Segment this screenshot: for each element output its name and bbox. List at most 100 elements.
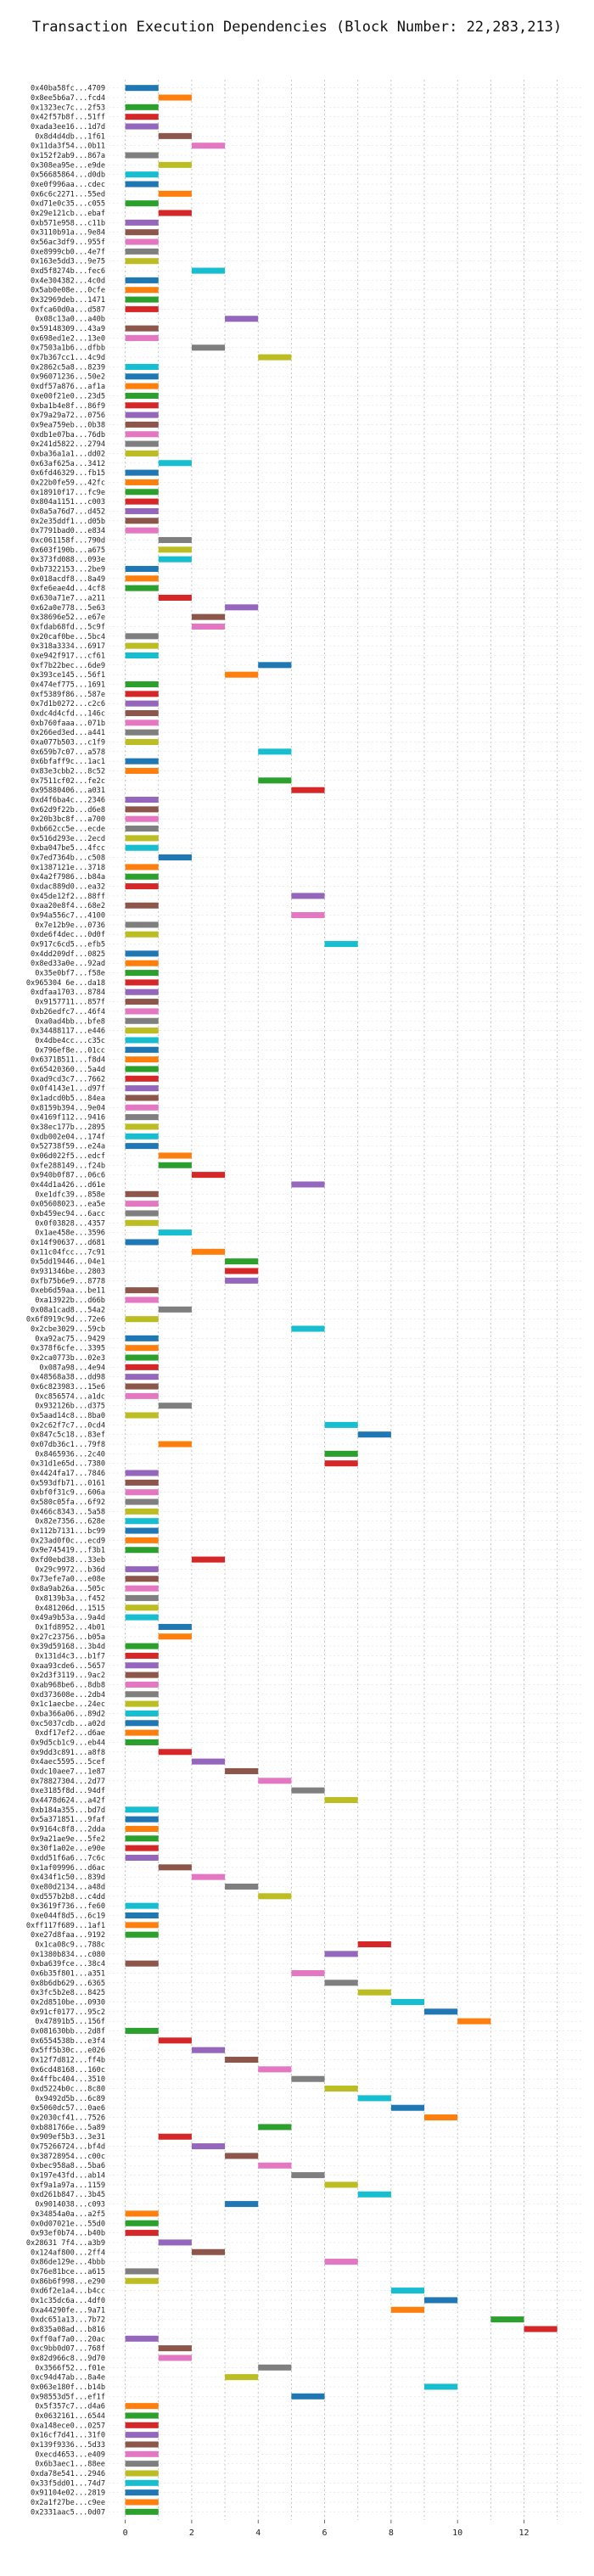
y-tick-label: 0xdfaa1703...8784	[31, 988, 105, 997]
y-tick-label: 0x474ef775...1691	[31, 680, 105, 689]
y-tick-label: 0x698ed1e2...13e0	[31, 334, 105, 343]
transaction-bar	[324, 1421, 358, 1428]
transaction-bar	[357, 1940, 391, 1948]
y-tick-label: 0x39d59168...3b4d	[31, 1643, 105, 1651]
y-tick-label: 0x8b6db629...6365	[31, 1980, 105, 1988]
y-tick-label: 0x1c1aecbe...24ec	[31, 1700, 105, 1709]
y-tick-label: 0x11da3f54...0b11	[31, 143, 105, 151]
y-tick-label: 0x2d3f3119...9ac2	[31, 1672, 105, 1680]
y-tick-label: 0x163e5dd3...9e75	[31, 258, 105, 266]
transaction-bar	[125, 873, 159, 880]
transaction-bar	[125, 633, 159, 640]
y-tick-label: 0x917c6cd5...efb5	[31, 941, 105, 949]
y-tick-label: 0x932126b...d375	[35, 1403, 105, 1411]
transaction-bar	[324, 1450, 358, 1457]
y-tick-label: 0xb662cc5e...ecde	[31, 826, 105, 834]
y-tick-label: 0x65420360...5a4d	[31, 1066, 105, 1074]
transaction-bar	[324, 2259, 358, 2265]
transaction-bar	[125, 2335, 159, 2342]
y-tick-label: 0xfb75b6e9...8778	[31, 1277, 105, 1285]
y-tick-label: 0x909ef5b3...3e31	[31, 2133, 105, 2142]
transaction-bar	[324, 1951, 358, 1957]
y-tick-label: 0x82e7356...628e	[35, 1518, 105, 1526]
transaction-bar	[424, 2297, 458, 2304]
transaction-bar	[125, 431, 159, 438]
transaction-bar	[191, 2047, 226, 2053]
y-tick-label: 0x34488117...e446	[31, 1028, 105, 1036]
y-tick-label: 0x1ae458e...3596	[35, 1229, 105, 1238]
transaction-bar	[125, 1239, 159, 1246]
y-tick-label: 0x2d8510be...0930	[31, 1999, 105, 2008]
transaction-bar	[125, 815, 159, 822]
y-tick-label: 0x6c6c2271...55ed	[31, 190, 105, 199]
y-tick-label: 0xc5037cdb...a02d	[31, 1720, 105, 1728]
transaction-bar	[125, 758, 159, 764]
y-tick-label: 0x82d966c8...9d70	[31, 2355, 105, 2363]
y-tick-label: 0x73efe7a0...e08e	[31, 1576, 105, 1584]
x-tick-label: 12	[518, 2528, 529, 2538]
transaction-bar	[125, 1845, 159, 1851]
transaction-bar	[125, 1816, 159, 1823]
y-tick-label: 0x5ff5b30c...e026	[31, 2047, 105, 2055]
transaction-bar	[125, 1912, 159, 1919]
transaction-bar	[291, 1787, 325, 1794]
transaction-bar	[390, 2104, 425, 2111]
transaction-bar	[125, 1470, 159, 1476]
y-tick-label: 0xba36a1a1...dd02	[31, 450, 105, 458]
y-tick-label: 0x2ca0773b...02e3	[31, 1354, 105, 1363]
transaction-bar	[225, 2153, 259, 2159]
transaction-bar	[258, 748, 292, 755]
transaction-bar	[125, 585, 159, 591]
transaction-bar	[125, 2210, 159, 2217]
y-tick-label: 0x0f03828...4357	[35, 1219, 105, 1228]
transaction-bar	[125, 2461, 159, 2467]
y-tick-label: 0xad9cd3c7...7662	[31, 1075, 105, 1084]
y-tick-label: 0xdd51f6a6...7c6c	[31, 1854, 105, 1862]
y-tick-label: 0x308ea95e...e9de	[31, 161, 105, 170]
transaction-bar	[191, 2143, 226, 2150]
y-tick-label: 0x78827304...2d77	[31, 1778, 105, 1786]
y-tick-label: 0x6371B511...f8d4	[31, 1056, 105, 1065]
transaction-bar	[125, 1527, 159, 1534]
transaction-bar	[125, 479, 159, 485]
y-tick-label: 0xa44290fe...9a71	[31, 2306, 105, 2315]
x-tick-label: 2	[189, 2528, 194, 2538]
y-tick-label: 0x8d4d4db...1f61	[35, 132, 105, 141]
transaction-bar	[125, 1354, 159, 1361]
transaction-bar	[125, 248, 159, 255]
transaction-bar	[125, 1210, 159, 1217]
y-tick-label: 0xeb6d59aa...be11	[31, 1287, 105, 1296]
transaction-bar	[125, 1576, 159, 1582]
transaction-bar	[191, 1873, 226, 1880]
transaction-bar	[125, 1710, 159, 1716]
y-tick-label: 0x7d1b0272...c2c6	[31, 700, 105, 708]
transaction-bar	[125, 1922, 159, 1929]
y-tick-label: 0x49a9b53a...9a4d	[31, 1614, 105, 1622]
y-tick-label: 0x5a371851...9faf	[31, 1816, 105, 1824]
transaction-bar	[158, 854, 192, 861]
transaction-bar	[125, 797, 159, 804]
transaction-bar	[125, 2028, 159, 2035]
transaction-bar	[125, 1681, 159, 1688]
transaction-bar	[125, 1190, 159, 1197]
transaction-bar	[225, 1277, 259, 1284]
transaction-bar	[125, 1095, 159, 1101]
y-tick-label: 0x4aec5595...5cef	[31, 1758, 105, 1767]
transaction-bar	[158, 1633, 192, 1640]
y-tick-label: 0x018acdf8...8a49	[31, 575, 105, 584]
transaction-bar	[125, 277, 159, 283]
transaction-bar	[125, 1104, 159, 1111]
transaction-bar	[225, 2057, 259, 2064]
transaction-bar	[125, 469, 159, 476]
y-tick-label: 0x40ba58fc...4709	[31, 85, 105, 93]
transaction-bar	[258, 2364, 292, 2371]
y-tick-label: 0xff117f689...1af1	[26, 1922, 105, 1930]
transaction-bar	[225, 2374, 259, 2381]
y-tick-label: 0xfd0ebd38...33eb	[31, 1556, 105, 1565]
y-tick-label: 0x593dfb71...0161	[31, 1479, 105, 1487]
transaction-bar	[357, 1431, 391, 1438]
transaction-bar	[125, 1594, 159, 1601]
y-tick-label: 0x0632161...6544	[35, 2412, 105, 2421]
y-tick-label: 0xe00f21e0...23d5	[31, 392, 105, 400]
y-tick-label: 0x6bfaff9c...1ac1	[31, 758, 105, 766]
